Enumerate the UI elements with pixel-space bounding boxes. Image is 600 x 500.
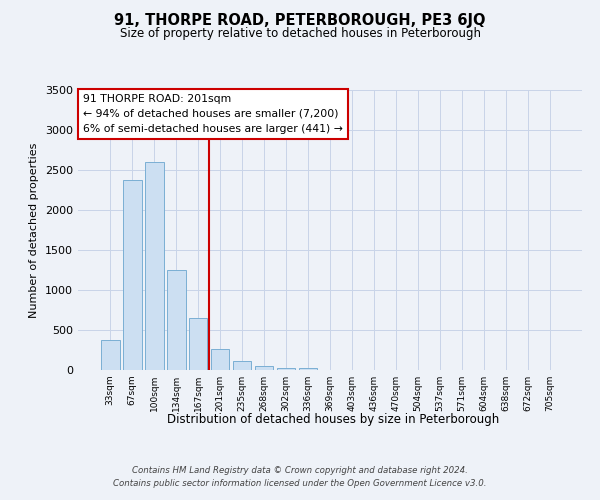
- Text: Contains HM Land Registry data © Crown copyright and database right 2024.
Contai: Contains HM Land Registry data © Crown c…: [113, 466, 487, 487]
- Y-axis label: Number of detached properties: Number of detached properties: [29, 142, 40, 318]
- Bar: [299, 368, 317, 370]
- Text: 91 THORPE ROAD: 201sqm
← 94% of detached houses are smaller (7,200)
6% of semi-d: 91 THORPE ROAD: 201sqm ← 94% of detached…: [83, 94, 343, 134]
- Bar: [233, 361, 251, 370]
- Bar: [189, 318, 208, 370]
- Bar: [101, 340, 119, 370]
- Bar: [145, 162, 164, 370]
- Bar: [167, 270, 185, 370]
- Text: 91, THORPE ROAD, PETERBOROUGH, PE3 6JQ: 91, THORPE ROAD, PETERBOROUGH, PE3 6JQ: [114, 12, 486, 28]
- Bar: [123, 180, 142, 370]
- Bar: [277, 368, 295, 370]
- Bar: [211, 349, 229, 370]
- Text: Distribution of detached houses by size in Peterborough: Distribution of detached houses by size …: [167, 412, 499, 426]
- Text: Size of property relative to detached houses in Peterborough: Size of property relative to detached ho…: [119, 28, 481, 40]
- Bar: [255, 366, 274, 370]
